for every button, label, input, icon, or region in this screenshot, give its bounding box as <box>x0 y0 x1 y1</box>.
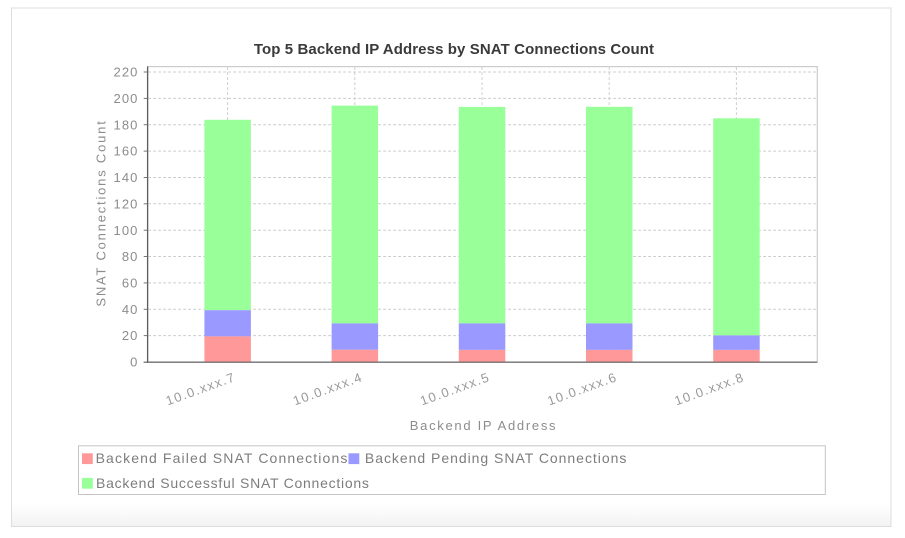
svg-text:Backend IP Address: Backend IP Address <box>410 418 557 433</box>
svg-text:Backend Successful SNAT Connec: Backend Successful SNAT Connections <box>96 475 370 491</box>
svg-text:140: 140 <box>114 170 139 185</box>
svg-text:60: 60 <box>122 276 139 291</box>
svg-text:SNAT Connections Count: SNAT Connections Count <box>94 119 109 306</box>
svg-text:160: 160 <box>114 144 139 159</box>
svg-text:40: 40 <box>122 302 139 317</box>
svg-text:220: 220 <box>114 65 139 80</box>
svg-text:80: 80 <box>122 249 139 264</box>
svg-text:20: 20 <box>122 328 139 343</box>
svg-text:200: 200 <box>114 91 139 106</box>
svg-text:100: 100 <box>114 223 139 238</box>
svg-text:Top 5 Backend IP Address by SN: Top 5 Backend IP Address by SNAT Connect… <box>254 41 654 58</box>
svg-text:0: 0 <box>130 355 138 370</box>
svg-text:Backend Failed SNAT Connection: Backend Failed SNAT Connections <box>96 450 349 466</box>
svg-text:120: 120 <box>114 196 139 211</box>
svg-text:180: 180 <box>114 117 139 132</box>
svg-text:Backend Pending SNAT Connectio: Backend Pending SNAT Connections <box>365 450 627 466</box>
